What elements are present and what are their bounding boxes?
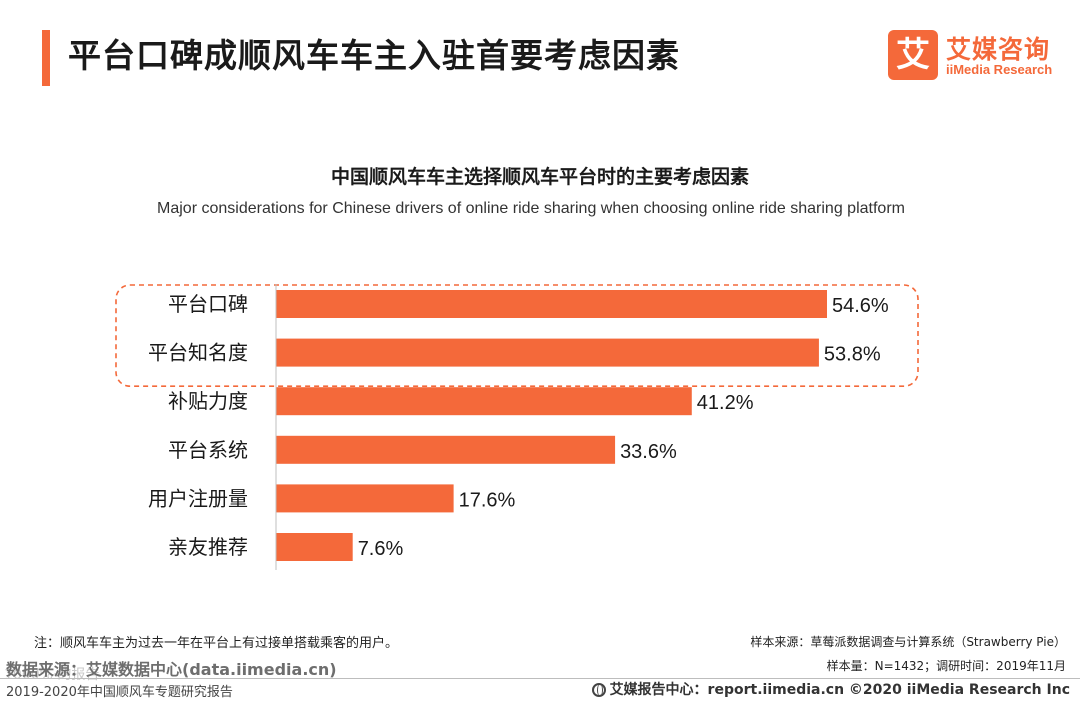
logo-text-cn: 艾媒咨询 [946, 35, 1051, 64]
category-label-6: 亲友推荐 [168, 535, 248, 559]
value-label-2: 53.8% [824, 344, 881, 366]
value-label-5: 17.6% [459, 489, 516, 511]
report-name: 2019-2020年中国顺风车专题研究报告 [6, 685, 233, 700]
data-source: 数据来源：艾媒数据中心(data.iimedia.cn) [6, 660, 337, 679]
sample-size: 样本量：N=1432；调研时间：2019年11月 [826, 659, 1066, 673]
category-label-4: 平台系统 [168, 438, 248, 462]
category-label-3: 补贴力度 [168, 389, 248, 413]
highlight-box [115, 284, 919, 387]
report-center-link[interactable]: 艾媒报告中心：report.iimedia.cn ©2020 iiMedia R… [591, 679, 1070, 699]
bar-2 [276, 338, 819, 367]
footer-divider [0, 678, 1080, 679]
bar-4 [276, 435, 616, 464]
value-label-3: 41.2% [697, 392, 754, 414]
bar-1 [276, 290, 827, 318]
logo-text-en: iiMedia Research [946, 62, 1053, 77]
chart-title: 中国顺风车车主选择顺风车平台时的主要考虑因素 [330, 166, 749, 188]
category-label-5: 用户注册量 [148, 486, 248, 510]
page-title: 平台口碑成顺风车车主入驻首要考虑因素 [68, 36, 680, 75]
report-center-text: 艾媒报告中心：report.iimedia.cn ©2020 iiMedia R… [609, 682, 1070, 698]
footnote: 注：顺风车车主为过去一年在平台上有过接单搭载乘客的用户。 [34, 636, 399, 651]
title-accent-bar [42, 30, 50, 86]
sample-source: 样本来源：草莓派数据调查与计算系统（Strawberry Pie） [750, 635, 1066, 649]
chart-subtitle: Major considerations for Chinese drivers… [157, 200, 905, 217]
value-label-6: 7.6% [358, 538, 404, 560]
value-label-1: 54.6% [832, 295, 889, 317]
logo-mark: 艾 [888, 30, 938, 80]
category-label-2: 平台知名度 [148, 341, 248, 365]
bar-6 [276, 533, 353, 561]
value-label-4: 33.6% [620, 441, 677, 463]
iimedia-logo: 艾 艾媒咨询 iiMedia Research [888, 30, 1063, 84]
category-label-1: 平台口碑 [168, 292, 248, 316]
bar-3 [276, 387, 692, 416]
watermark: 1000%·的报告 [4, 667, 100, 683]
bar-5 [276, 484, 454, 513]
globe-icon [591, 683, 606, 697]
